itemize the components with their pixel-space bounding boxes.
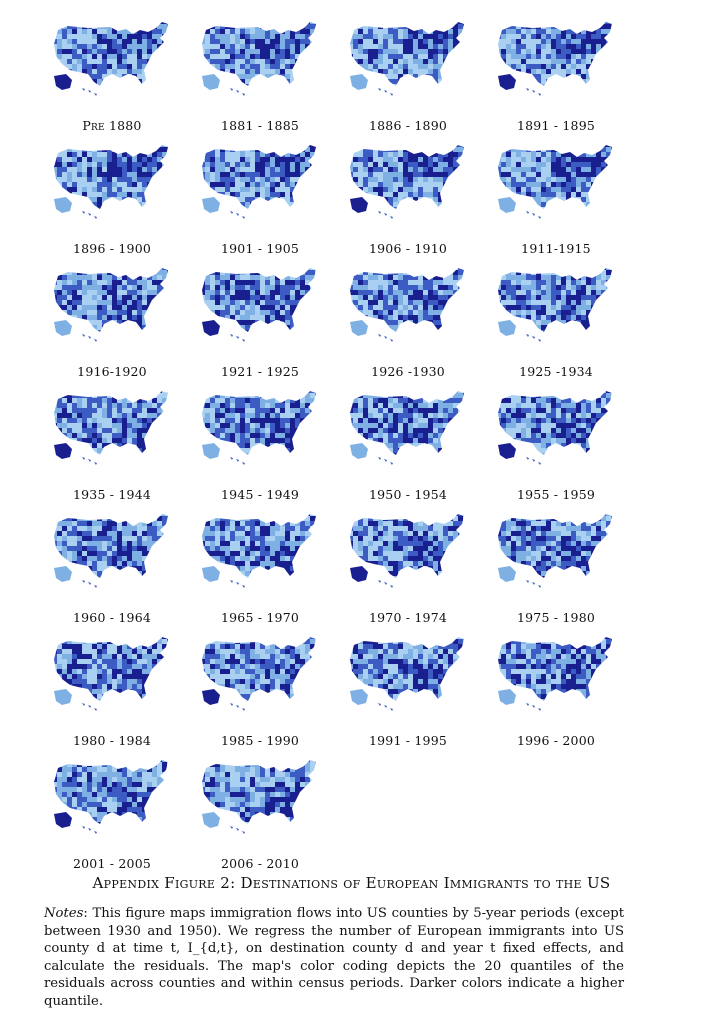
map-panel: 1891 - 1895 xyxy=(484,10,632,133)
map-panel: 1991 - 1995 xyxy=(336,625,484,748)
panel-label: 1996 - 2000 xyxy=(484,733,628,748)
map-panel: 1970 - 1974 xyxy=(336,502,484,625)
map-panel: 1896 - 1900 xyxy=(40,133,188,256)
map-panel: 1901 - 1905 xyxy=(188,133,336,256)
us-county-map xyxy=(486,383,618,483)
panel-label: 1960 - 1964 xyxy=(40,610,184,625)
panel-label: 1945 - 1949 xyxy=(188,487,332,502)
map-panel: 1965 - 1970 xyxy=(188,502,336,625)
map-panel: Pre 1880 xyxy=(40,10,188,133)
us-county-map xyxy=(42,752,174,852)
panel-label: 1891 - 1895 xyxy=(484,118,628,133)
map-panel: 1950 - 1954 xyxy=(336,379,484,502)
us-county-map xyxy=(338,137,470,237)
us-county-map xyxy=(486,629,618,729)
panel-label: 2006 - 2010 xyxy=(188,856,332,871)
figure-caption: Appendix Figure 2: Destinations of Europ… xyxy=(0,874,703,892)
us-county-map xyxy=(338,629,470,729)
map-panel: 1996 - 2000 xyxy=(484,625,632,748)
panel-label: 1965 - 1970 xyxy=(188,610,332,625)
panel-label: 1925 -1934 xyxy=(484,364,628,379)
us-county-map xyxy=(190,506,322,606)
us-county-map xyxy=(42,629,174,729)
notes-text: : This figure maps immigration flows int… xyxy=(44,906,624,1009)
us-county-map xyxy=(486,137,618,237)
map-panel: 1955 - 1959 xyxy=(484,379,632,502)
panel-label: 1881 - 1885 xyxy=(188,118,332,133)
map-panel: 1975 - 1980 xyxy=(484,502,632,625)
panel-label: 1901 - 1905 xyxy=(188,241,332,256)
us-county-map xyxy=(338,260,470,360)
us-county-map xyxy=(190,14,322,114)
panel-label: 2001 - 2005 xyxy=(40,856,184,871)
us-county-map xyxy=(42,260,174,360)
us-county-map xyxy=(42,506,174,606)
us-county-map xyxy=(42,383,174,483)
map-panel: 2001 - 2005 xyxy=(40,748,188,871)
us-county-map xyxy=(190,629,322,729)
us-county-map xyxy=(190,260,322,360)
us-county-map xyxy=(486,260,618,360)
panel-label: 1950 - 1954 xyxy=(336,487,480,502)
panel-label: 1896 - 1900 xyxy=(40,241,184,256)
us-county-map xyxy=(190,383,322,483)
map-panel: 1881 - 1885 xyxy=(188,10,336,133)
panel-label: 1991 - 1995 xyxy=(336,733,480,748)
us-county-map xyxy=(190,137,322,237)
panel-label: 1886 - 1890 xyxy=(336,118,480,133)
map-panel: 1980 - 1984 xyxy=(40,625,188,748)
map-panel: 1960 - 1964 xyxy=(40,502,188,625)
us-county-map xyxy=(486,506,618,606)
us-county-map xyxy=(486,14,618,114)
map-panel: 1886 - 1890 xyxy=(336,10,484,133)
panel-label: 1911-1915 xyxy=(484,241,628,256)
panel-label: 1970 - 1974 xyxy=(336,610,480,625)
us-county-map xyxy=(338,14,470,114)
map-panel: 1945 - 1949 xyxy=(188,379,336,502)
us-county-map xyxy=(42,14,174,114)
map-panel: 1906 - 1910 xyxy=(336,133,484,256)
us-county-map xyxy=(338,383,470,483)
map-panel: 1921 - 1925 xyxy=(188,256,336,379)
panel-label: 1916-1920 xyxy=(40,364,184,379)
panel-label: 1906 - 1910 xyxy=(336,241,480,256)
map-panel: 1925 -1934 xyxy=(484,256,632,379)
panel-label: 1975 - 1980 xyxy=(484,610,628,625)
map-panel: 1916-1920 xyxy=(40,256,188,379)
notes-label: Notes xyxy=(44,906,83,921)
map-panel: 1911-1915 xyxy=(484,133,632,256)
map-panel: 1985 - 1990 xyxy=(188,625,336,748)
figure-notes: Notes: This figure maps immigration flow… xyxy=(44,905,624,1010)
us-county-map xyxy=(190,752,322,852)
us-county-map xyxy=(42,137,174,237)
map-panel: 1935 - 1944 xyxy=(40,379,188,502)
panel-label: 1955 - 1959 xyxy=(484,487,628,502)
map-panel: 2006 - 2010 xyxy=(188,748,336,871)
us-county-map xyxy=(338,506,470,606)
panel-label: 1935 - 1944 xyxy=(40,487,184,502)
panel-label: 1980 - 1984 xyxy=(40,733,184,748)
panel-label: 1921 - 1925 xyxy=(188,364,332,379)
panel-label: Pre 1880 xyxy=(40,118,184,133)
panel-label: 1985 - 1990 xyxy=(188,733,332,748)
panel-label: 1926 -1930 xyxy=(336,364,480,379)
map-panel: 1926 -1930 xyxy=(336,256,484,379)
